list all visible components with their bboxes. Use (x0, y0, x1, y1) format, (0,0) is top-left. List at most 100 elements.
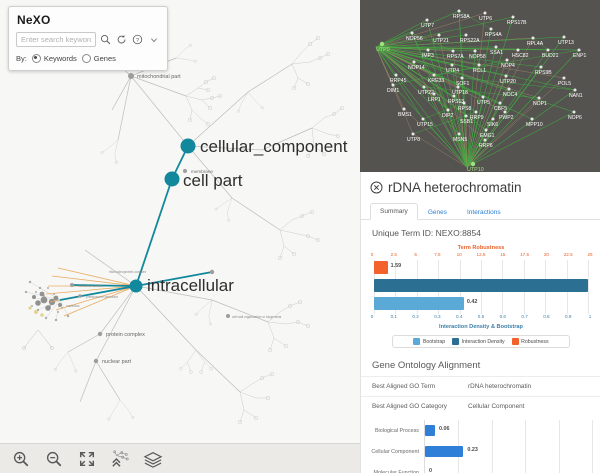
fit-screen-icon[interactable] (77, 449, 97, 469)
network-hub-node[interactable] (470, 161, 476, 167)
close-icon[interactable] (370, 181, 383, 194)
bar-robustness[interactable] (374, 261, 388, 274)
network-gene-node[interactable] (530, 117, 534, 121)
help-icon[interactable]: ? (131, 33, 144, 46)
network-gene-node[interactable] (474, 110, 478, 114)
network-gene-node[interactable] (450, 63, 454, 67)
bar-bootstrap[interactable] (374, 297, 464, 310)
ontology-tree-canvas[interactable]: cellular_component cell part intracellul… (0, 0, 360, 473)
network-gene-label: IMP3 (422, 53, 434, 59)
network-gene-node[interactable] (505, 58, 509, 62)
radio-keywords-dot[interactable] (31, 54, 41, 63)
network-gene-node[interactable] (483, 138, 487, 142)
search-icon[interactable] (99, 33, 112, 46)
network-gene-node[interactable] (577, 48, 581, 52)
network-gene-node[interactable] (516, 48, 520, 52)
network-gene-node[interactable] (562, 35, 566, 39)
network-gene-node[interactable] (511, 15, 515, 19)
tab-summary[interactable]: Summary (370, 203, 418, 220)
bar-interaction-density[interactable] (374, 279, 588, 292)
network-gene-node[interactable] (473, 49, 477, 53)
radio-keywords[interactable]: Keywords (31, 54, 77, 63)
network-gene-node[interactable] (410, 31, 414, 35)
network-gene-label: SSB1 (460, 119, 473, 125)
network-gene-label: UTP22 (418, 90, 434, 96)
network-gene-node[interactable] (421, 117, 425, 121)
network-gene-node[interactable] (426, 48, 430, 52)
network-gene-node[interactable] (573, 88, 577, 92)
network-gene-label: RRP45 (390, 78, 407, 84)
radio-genes[interactable]: Genes (81, 54, 116, 63)
chevron-down-icon[interactable] (147, 33, 160, 46)
network-gene-node[interactable] (531, 36, 535, 40)
zoom-out-icon[interactable] (44, 449, 64, 469)
network-gene-node[interactable] (412, 60, 416, 64)
network-gene-node[interactable] (391, 83, 395, 87)
network-gene-node[interactable] (539, 65, 543, 69)
refresh-icon[interactable] (115, 33, 128, 46)
legend-bootstrap-swatch (413, 338, 421, 345)
network-gene-node[interactable] (464, 114, 468, 118)
go-bar-value: 0.23 (467, 447, 478, 453)
network-gene-node[interactable] (464, 33, 468, 37)
gene-network-canvas[interactable]: UTP9 UTP10 RPS8A UTP7 UTP6 RPS17B NOP56 UTP21 RP… (360, 0, 600, 172)
gridline (491, 420, 493, 441)
network-gene-node[interactable] (537, 96, 541, 100)
network-gene-node[interactable] (425, 18, 429, 22)
ontology-tree-panel[interactable]: cellular_component cell part intracellul… (0, 0, 360, 473)
network-gene-node[interactable] (432, 73, 436, 77)
network-gene-node[interactable] (507, 87, 511, 91)
tree-label-cell-wall-organization: cell wall organization or biogenesis (232, 315, 282, 319)
network-gene-node[interactable] (456, 85, 460, 89)
zoom-in-icon[interactable] (11, 449, 31, 469)
app-title: NeXO (17, 13, 51, 27)
detail-header: rDNA heterochromatin (361, 172, 600, 199)
go-bar[interactable] (425, 446, 464, 457)
search-input[interactable] (16, 32, 96, 47)
network-gene-node[interactable] (460, 76, 464, 80)
network-gene-node[interactable] (483, 11, 487, 15)
search-by-row: By: Keywords Genes (16, 54, 160, 63)
network-gene-node[interactable] (477, 63, 481, 67)
network-gene-node[interactable] (411, 132, 415, 136)
network-gene-node[interactable] (446, 108, 450, 112)
network-gene-node[interactable] (491, 117, 495, 121)
search-panel[interactable]: NeXO ? By: Keywor (8, 6, 168, 71)
network-gene-node[interactable] (457, 9, 461, 13)
network-gene-node[interactable] (562, 76, 566, 80)
robustness-tick: 12.5 (476, 252, 486, 257)
network-gene-node[interactable] (498, 101, 502, 105)
network-gene-node[interactable] (452, 94, 456, 98)
tab-interactions[interactable]: Interactions (466, 209, 501, 216)
go-bar-value: 0 (429, 468, 432, 473)
collapse-icon[interactable] (110, 449, 130, 469)
go-category-key: Best Aligned GO Category (372, 403, 447, 410)
network-gene-node[interactable] (503, 110, 507, 114)
tab-genes[interactable]: Genes (427, 209, 447, 216)
network-gene-node[interactable] (494, 45, 498, 49)
network-gene-node[interactable] (489, 27, 493, 31)
network-hub-node[interactable] (379, 41, 385, 47)
network-gene-node[interactable] (504, 74, 508, 78)
network-gene-node[interactable] (432, 92, 436, 96)
network-gene-node[interactable] (394, 73, 398, 77)
network-gene-label: BUD21 (542, 53, 559, 59)
go-bar[interactable] (425, 425, 436, 436)
network-gene-node[interactable] (484, 128, 488, 132)
network-gene-node[interactable] (462, 101, 466, 105)
go-alignment-row-term: Best Aligned GO Term rDNA heterochromati… (361, 376, 600, 396)
network-gene-node[interactable] (457, 132, 461, 136)
gene-interaction-network-panel[interactable]: UTP9 UTP10 RPS8A UTP7 UTP6 RPS17B NOP56 UTP21 RP… (360, 0, 600, 172)
layers-icon[interactable] (143, 449, 163, 469)
network-gene-node[interactable] (546, 48, 550, 52)
network-gene-node[interactable] (572, 110, 576, 114)
network-gene-node[interactable] (451, 49, 455, 53)
network-gene-node[interactable] (437, 33, 441, 37)
radio-genes-dot[interactable] (81, 54, 91, 63)
network-gene-label: DIM1 (387, 88, 399, 94)
network-gene-node[interactable] (481, 95, 485, 99)
network-gene-node[interactable] (422, 85, 426, 89)
network-gene-label: BMS1 (398, 112, 412, 118)
network-gene-node[interactable] (402, 107, 406, 111)
go-bar-track: 0.06 (424, 420, 593, 441)
